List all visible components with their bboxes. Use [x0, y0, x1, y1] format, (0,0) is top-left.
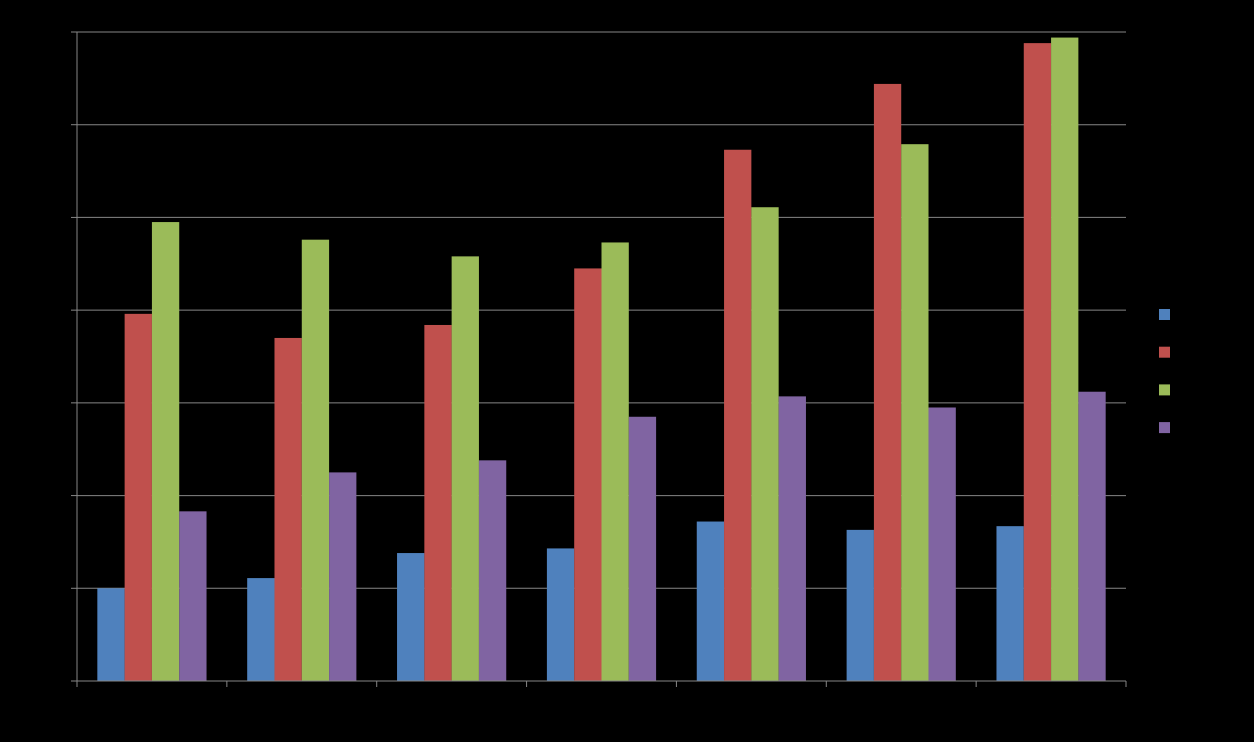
bar-s1-c0	[124, 313, 152, 681]
bar-s3-c0	[179, 511, 207, 681]
bar-s0-c2	[397, 553, 425, 681]
bar-s0-c4	[696, 521, 725, 681]
legend-marker-1	[1159, 346, 1170, 358]
bar-s1-c2	[424, 324, 452, 681]
bar-s2-c4	[751, 207, 779, 682]
bar-s2-c1	[301, 239, 330, 681]
bar-s1-c6	[1023, 43, 1052, 681]
bar-s3-c2	[478, 460, 507, 681]
legend-marker-3	[1159, 422, 1170, 434]
bar-s2-c2	[451, 256, 479, 681]
bar-s2-c5	[901, 144, 929, 682]
legend-marker-0	[1159, 309, 1170, 320]
bar-s1-c5	[873, 83, 902, 682]
bar-s2-c0	[151, 222, 180, 682]
bar-s1-c1	[274, 337, 302, 681]
bars	[97, 37, 1106, 682]
legend	[1159, 309, 1170, 434]
bar-s3-c1	[329, 472, 357, 681]
bar-s0-c6	[996, 526, 1024, 681]
bar-s1-c3	[574, 268, 602, 681]
bar-s3-c5	[928, 407, 956, 681]
axes	[71, 31, 1127, 687]
bar-s0-c5	[846, 529, 874, 681]
bar-s2-c3	[601, 242, 629, 681]
bar-s3-c4	[778, 396, 806, 681]
bar-s0-c3	[546, 548, 575, 681]
bar-s1-c4	[724, 149, 752, 682]
bar-s0-c0	[97, 588, 125, 681]
bar-s3-c6	[1078, 391, 1106, 681]
legend-marker-2	[1159, 384, 1170, 396]
bar-s0-c1	[247, 578, 275, 681]
bar-s3-c3	[628, 416, 657, 681]
bar-s2-c6	[1051, 37, 1079, 681]
